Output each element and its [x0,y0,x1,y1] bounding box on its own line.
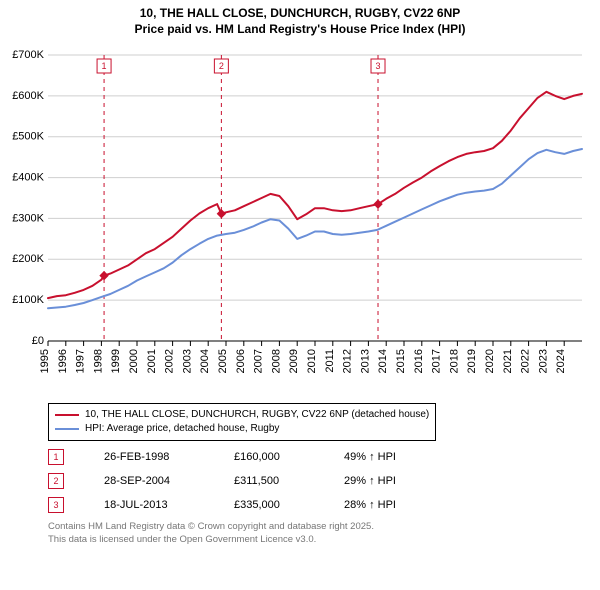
x-tick-label: 1996 [57,349,69,373]
sales-marker: 2 [48,473,64,489]
chart-container: { "title": { "line1": "10, THE HALL CLOS… [0,0,600,546]
sales-hpi: 29% ↑ HPI [344,475,424,487]
x-tick-label: 2005 [217,349,229,373]
x-tick-label: 1999 [110,349,122,373]
x-tick-label: 2009 [288,349,300,373]
y-tick-label: £0 [32,335,44,347]
x-tick-label: 2020 [484,349,496,373]
x-tick-label: 2008 [270,349,282,373]
legend-row: 10, THE HALL CLOSE, DUNCHURCH, RUGBY, CV… [55,408,429,422]
sales-hpi: 28% ↑ HPI [344,499,424,511]
x-tick-label: 2021 [502,349,514,373]
sales-table: 1 26-FEB-1998 £160,000 49% ↑ HPI 2 28-SEP-200… [48,445,590,517]
series-hpi [48,149,582,308]
x-tick-label: 1995 [39,349,51,373]
sales-hpi: 49% ↑ HPI [344,451,424,463]
legend-box: 10, THE HALL CLOSE, DUNCHURCH, RUGBY, CV… [48,403,436,441]
x-tick-label: 2004 [199,349,211,373]
x-tick-label: 2014 [377,349,389,373]
y-tick-label: £600K [12,90,44,102]
sales-marker: 3 [48,497,64,513]
event-marker-label: 3 [376,61,381,71]
x-tick-label: 2000 [128,349,140,373]
footer-attribution: Contains HM Land Registry data © Crown c… [48,521,590,546]
y-tick-label: £700K [12,49,44,61]
x-tick-label: 2001 [146,349,158,373]
sales-row: 1 26-FEB-1998 £160,000 49% ↑ HPI [48,445,590,469]
y-tick-label: £300K [12,213,44,225]
chart-plot-area: £0 £100K £200K £300K £400K £500K £600K £700K 1 2 3… [0,37,600,397]
legend-label: HPI: Average price, detached house, Rugb… [85,422,279,436]
sales-price: £335,000 [234,499,304,511]
legend-swatch [55,414,79,416]
event-marker-label: 2 [219,61,224,71]
x-tick-label: 2018 [448,349,460,373]
event-diamond [217,210,225,218]
y-tick-label: £400K [12,172,44,184]
title-line1: 10, THE HALL CLOSE, DUNCHURCH, RUGBY, CV… [0,6,600,22]
x-tick-label: 2007 [253,349,265,373]
x-tick-label: 2022 [520,349,532,373]
sales-date: 18-JUL-2013 [104,499,194,511]
legend-label: 10, THE HALL CLOSE, DUNCHURCH, RUGBY, CV… [85,408,429,422]
x-tick-label: 2011 [324,349,336,373]
sales-date: 26-FEB-1998 [104,451,194,463]
sales-row: 2 28-SEP-2004 £311,500 29% ↑ HPI [48,469,590,493]
sales-marker: 1 [48,449,64,465]
footer-line2: This data is licensed under the Open Gov… [48,534,590,546]
x-tick-label: 2019 [466,349,478,373]
chart-title: 10, THE HALL CLOSE, DUNCHURCH, RUGBY, CV… [0,0,600,37]
y-tick-label: £500K [12,131,44,143]
event-marker-label: 1 [102,61,107,71]
title-line2: Price paid vs. HM Land Registry's House … [0,22,600,38]
x-tick-label: 1997 [75,349,87,373]
x-tick-label: 1998 [92,349,104,373]
x-tick-label: 2003 [181,349,193,373]
x-tick-label: 2016 [413,349,425,373]
sales-price: £160,000 [234,451,304,463]
sales-price: £311,500 [234,475,304,487]
y-tick-label: £100K [12,294,44,306]
sales-row: 3 18-JUL-2013 £335,000 28% ↑ HPI [48,493,590,517]
footer-line1: Contains HM Land Registry data © Crown c… [48,521,590,533]
x-tick-label: 2015 [395,349,407,373]
series-property [48,92,582,298]
legend-row: HPI: Average price, detached house, Rugb… [55,422,429,436]
x-tick-label: 2024 [555,349,567,373]
sales-date: 28-SEP-2004 [104,475,194,487]
x-tick-label: 2013 [359,349,371,373]
x-tick-label: 2010 [306,349,318,373]
legend-swatch [55,428,79,430]
x-tick-label: 2017 [431,349,443,373]
x-tick-label: 2002 [164,349,176,373]
x-tick-label: 2006 [235,349,247,373]
chart-svg: £0 £100K £200K £300K £400K £500K £600K £700K 1 2 3… [0,37,600,397]
y-tick-label: £200K [12,253,44,265]
x-tick-label: 2012 [342,349,354,373]
x-tick-label: 2023 [537,349,549,373]
